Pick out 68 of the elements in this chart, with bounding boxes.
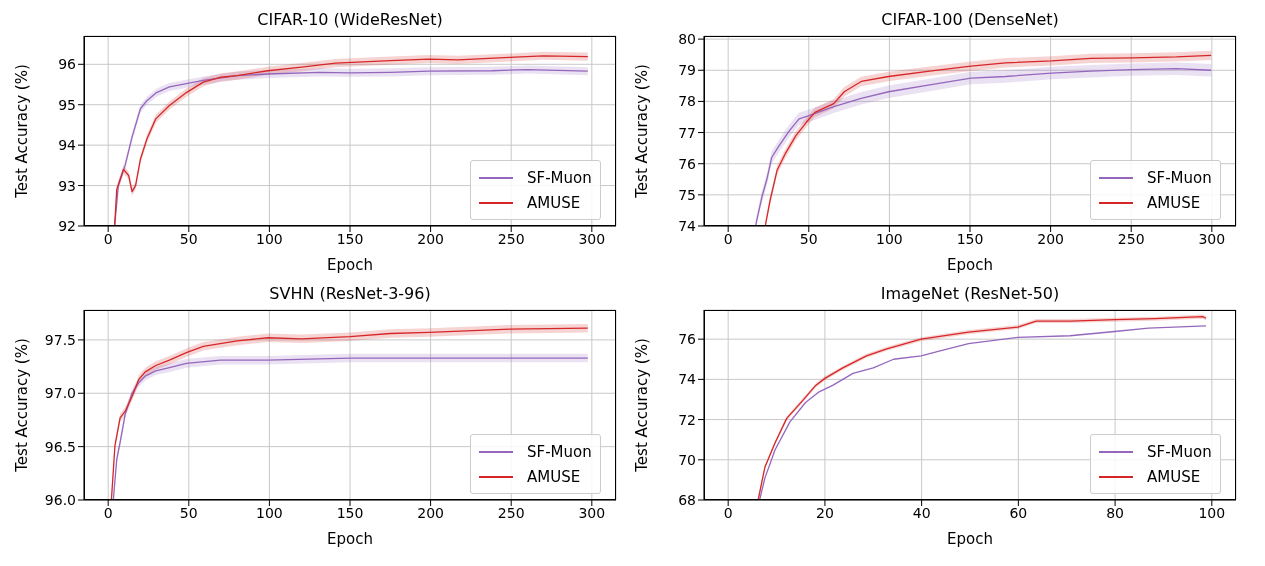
x-tick-label: 0 xyxy=(103,230,113,247)
x-tick-label: 200 xyxy=(1037,230,1064,247)
y-tick-label: 74 xyxy=(678,371,697,388)
x-tick-label: 250 xyxy=(1117,230,1145,247)
y-tick-label: 78 xyxy=(678,93,696,110)
legend-label: SF-Muon xyxy=(527,168,592,187)
x-axis-title: Epoch xyxy=(947,530,993,548)
y-tick-label: 96 xyxy=(58,56,77,73)
y-tick-label: 96.5 xyxy=(44,438,76,455)
x-tick-label: 40 xyxy=(912,504,931,521)
x-tick-label: 300 xyxy=(578,230,606,247)
y-tick-label: 77 xyxy=(678,124,696,141)
chart-title: CIFAR-10 (WideResNet) xyxy=(256,10,444,29)
x-tick-label: 0 xyxy=(103,504,113,521)
y-tick-label: 68 xyxy=(678,491,696,508)
x-tick-label: 150 xyxy=(336,504,364,521)
legend-label: AMUSE xyxy=(527,467,581,486)
legend-label: SF-Muon xyxy=(1147,168,1212,187)
x-tick-label: 50 xyxy=(179,230,198,247)
x-axis-title: Epoch xyxy=(327,256,373,274)
y-tick-label: 94 xyxy=(58,137,77,154)
x-tick-label: 250 xyxy=(497,504,525,521)
legend-label: AMUSE xyxy=(1147,193,1201,212)
x-tick-label: 0 xyxy=(723,504,733,521)
legend-label: AMUSE xyxy=(1147,467,1201,486)
x-tick-label: 250 xyxy=(497,230,525,247)
x-tick-label: 100 xyxy=(256,504,283,521)
x-tick-label: 20 xyxy=(815,504,834,521)
y-axis-title: Test Accuracy (%) xyxy=(633,338,652,473)
y-tick-label: 92 xyxy=(58,217,76,234)
y-axis-title: Test Accuracy (%) xyxy=(13,64,32,199)
y-tick-label: 96.0 xyxy=(44,491,76,508)
legend-label: AMUSE xyxy=(527,193,581,212)
y-tick-label: 70 xyxy=(678,451,696,468)
y-tick-label: 74 xyxy=(678,217,697,234)
x-tick-label: 200 xyxy=(417,504,444,521)
legend-label: SF-Muon xyxy=(1147,442,1212,461)
y-tick-label: 72 xyxy=(678,411,696,428)
x-tick-label: 150 xyxy=(336,230,364,247)
x-tick-label: 300 xyxy=(578,504,606,521)
chart-title: ImageNet (ResNet-50) xyxy=(879,284,1061,303)
x-tick-label: 50 xyxy=(179,504,198,521)
chart-title: CIFAR-100 (DenseNet) xyxy=(880,10,1060,29)
y-axis-title: Test Accuracy (%) xyxy=(13,338,32,473)
x-tick-label: 60 xyxy=(1009,504,1028,521)
x-tick-label: 100 xyxy=(876,230,903,247)
chart-title: SVHN (ResNet-3-96) xyxy=(268,284,432,303)
y-axis-title: Test Accuracy (%) xyxy=(633,64,652,199)
x-tick-label: 100 xyxy=(1198,504,1226,521)
y-tick-label: 80 xyxy=(678,31,696,48)
x-tick-label: 50 xyxy=(799,230,818,247)
x-tick-label: 300 xyxy=(1198,230,1226,247)
x-tick-label: 150 xyxy=(956,230,984,247)
x-tick-label: 80 xyxy=(1106,504,1125,521)
y-tick-label: 76 xyxy=(678,155,697,172)
x-tick-label: 0 xyxy=(723,230,733,247)
y-tick-label: 97.0 xyxy=(44,385,76,402)
y-tick-label: 95 xyxy=(58,96,76,113)
x-tick-label: 100 xyxy=(256,230,283,247)
x-axis-title: Epoch xyxy=(947,256,993,274)
x-axis-title: Epoch xyxy=(327,530,373,548)
y-tick-label: 75 xyxy=(678,186,696,203)
x-tick-label: 200 xyxy=(417,230,444,247)
y-tick-label: 93 xyxy=(58,177,76,194)
y-tick-label: 79 xyxy=(678,62,696,79)
y-tick-label: 97.5 xyxy=(44,331,76,348)
legend-label: SF-Muon xyxy=(527,442,592,461)
y-tick-label: 76 xyxy=(678,331,697,348)
